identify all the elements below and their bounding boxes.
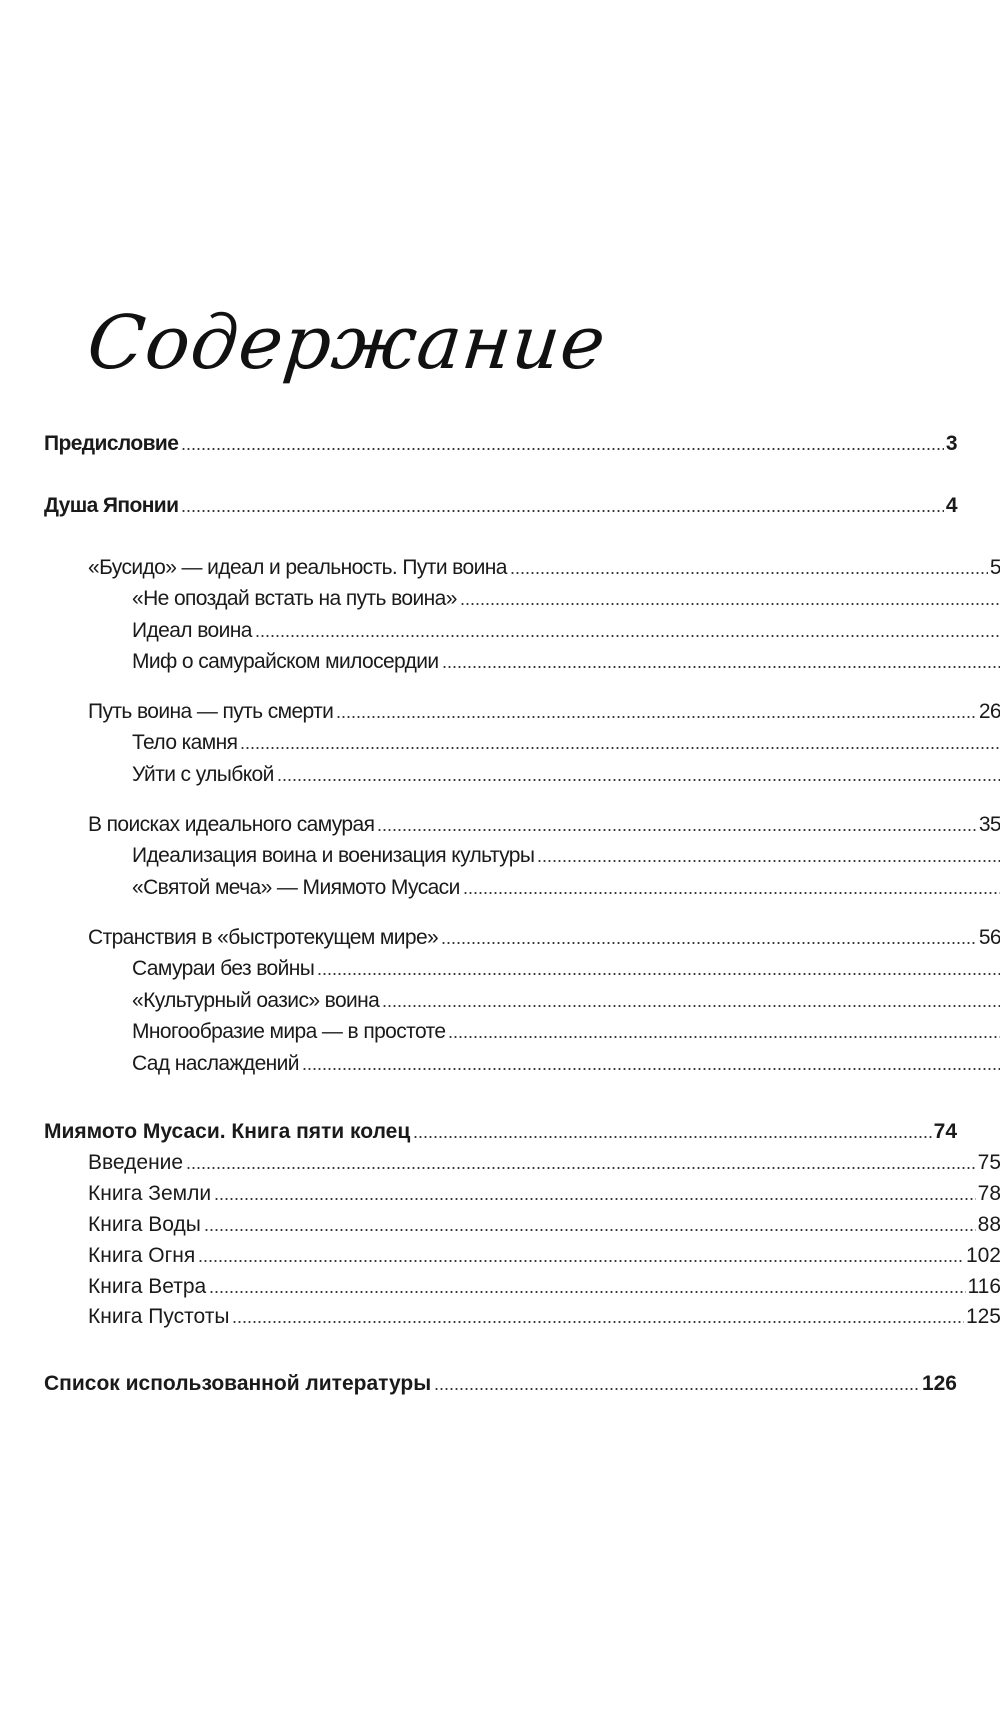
toc-entry-page: 116 <box>967 1275 1000 1298</box>
toc-entry-title: Книга Ветра <box>88 1275 207 1298</box>
toc-entry-page: 126 <box>921 1372 957 1395</box>
toc-entry-title: Список использованной литературы <box>44 1372 432 1395</box>
toc-entry-title: Книга Пустоты <box>88 1305 230 1328</box>
toc-entry-title: Путь воина — путь смерти <box>88 700 334 723</box>
dot-leader <box>301 1067 1000 1071</box>
dot-leader <box>317 972 1000 976</box>
toc-entry-title: Душа Японии <box>44 494 179 517</box>
dot-leader <box>203 1228 976 1232</box>
dot-leader <box>441 665 1000 669</box>
dot-leader <box>537 859 1000 863</box>
toc-entry[interactable]: Книга Ветра 116 <box>0 1270 1000 1300</box>
toc-entry[interactable]: «Святой меча» — Миямото Мусаси46 <box>0 871 1000 901</box>
toc-entry-title: Предисловие <box>44 432 179 455</box>
toc-entry-page: 56 <box>978 926 1000 949</box>
toc-entry-title: Сад наслаждений <box>132 1052 300 1075</box>
dot-leader <box>448 1035 1000 1039</box>
toc-entry-title: «Святой меча» — Миямото Мусаси <box>132 876 460 899</box>
toc-entry-page: 26 <box>978 700 1000 723</box>
toc-entry[interactable]: Предисловие 3 <box>0 427 958 457</box>
toc-entry-title: «Культурный оазис» воина <box>132 989 380 1012</box>
toc-entry-page: 75 <box>977 1151 1000 1174</box>
dot-leader <box>276 778 1000 782</box>
dot-leader <box>509 571 988 575</box>
toc-entry-page: 88 <box>977 1213 1000 1236</box>
dot-leader <box>181 447 944 451</box>
toc-entry[interactable]: Многообразие мира — в простоте64 <box>0 1015 1000 1045</box>
toc-entry-page: 3 <box>945 432 958 455</box>
toc-entry[interactable]: Книга Пустоты 125 <box>0 1300 1000 1330</box>
toc-entry[interactable]: Список использованной литературы 126 <box>0 1367 957 1397</box>
dot-leader <box>377 828 977 832</box>
dot-leader <box>462 891 1000 895</box>
toc-entry-title: Уйти с улыбкой <box>132 763 274 786</box>
dot-leader <box>209 1290 966 1294</box>
toc-entry-page: 4 <box>945 494 958 517</box>
dot-leader <box>441 941 977 945</box>
dot-leader <box>214 1197 976 1201</box>
dot-leader <box>382 1004 1000 1008</box>
toc-entry[interactable]: Душа Японии 4 <box>0 489 958 519</box>
toc-entry[interactable]: Книга Огня 102 <box>0 1239 1000 1269</box>
toc-entry-title: Странствия в «быстротекущем мире» <box>88 926 439 949</box>
toc-entry-title: Многообразие мира — в простоте <box>132 1020 446 1043</box>
toc-entry[interactable]: Введение 75 <box>0 1146 1000 1176</box>
toc-entry-title: «Бусидо» — идеал и реальность. Пути воин… <box>88 556 507 579</box>
toc-entry-title: Книга Воды <box>88 1213 201 1236</box>
toc-entry-title: Миф о самурайском милосердии <box>132 650 439 673</box>
toc-entry[interactable]: «Не опоздай встать на путь воина»5 <box>0 582 1000 612</box>
toc-entry[interactable]: Самураи без войны56 <box>0 952 1000 982</box>
toc-entry-title: Идеал воина <box>132 619 252 642</box>
toc-entry-title: Тело камня <box>132 731 238 754</box>
toc-entry-page: 78 <box>977 1182 1000 1205</box>
dot-leader <box>240 746 1000 750</box>
toc-entry-title: Идеализация воина и военизация культуры <box>132 844 535 867</box>
page-title: Содержание <box>83 300 611 386</box>
dot-leader <box>198 1259 964 1263</box>
dot-leader <box>434 1387 920 1391</box>
toc-entry-title: Введение <box>88 1151 184 1174</box>
toc-entry[interactable]: «Бусидо» — идеал и реальность. Пути воин… <box>0 551 1000 581</box>
dot-leader <box>254 634 1000 638</box>
dot-leader <box>336 715 977 719</box>
toc-entry[interactable]: Миф о самурайском милосердии17 <box>0 645 1000 675</box>
dot-leader <box>232 1320 964 1324</box>
toc-entry[interactable]: Сад наслаждений68 <box>0 1047 1000 1077</box>
toc-entry-title: Миямото Мусаси. Книга пяти колец <box>44 1120 411 1143</box>
dot-leader <box>186 1166 976 1170</box>
toc-entry[interactable]: Путь воина — путь смерти 26 <box>0 695 1000 725</box>
toc-entry[interactable]: В поисках идеального самурая 35 <box>0 808 1000 838</box>
toc-entry-page: 102 <box>965 1244 1000 1267</box>
toc-entry[interactable]: Уйти с улыбкой29 <box>0 758 1000 788</box>
toc-entry-title: «Не опоздай встать на путь воина» <box>132 587 457 610</box>
toc-entry-title: Самураи без войны <box>132 957 315 980</box>
toc-entry[interactable]: Книга Воды 88 <box>0 1208 1000 1238</box>
toc-entry[interactable]: Миямото Мусаси. Книга пяти колец 74 <box>0 1115 957 1145</box>
dot-leader <box>413 1135 932 1139</box>
toc-entry-page: 125 <box>965 1305 1000 1328</box>
toc-entry-title: Книга Земли <box>88 1182 212 1205</box>
toc-entry-page: 74 <box>933 1120 957 1143</box>
toc-entry[interactable]: Странствия в «быстротекущем мире» 56 <box>0 921 1000 951</box>
dot-leader <box>181 509 944 513</box>
toc-entry[interactable]: Тело камня26 <box>0 726 1000 756</box>
toc-entry-page: 5 <box>989 556 1000 579</box>
toc-entry[interactable]: Идеал воина9 <box>0 614 1000 644</box>
toc-entry-page: 35 <box>978 813 1000 836</box>
dot-leader <box>459 602 1000 606</box>
toc-entry[interactable]: Книга Земли 78 <box>0 1177 1000 1207</box>
toc-entry-title: В поисках идеального самурая <box>88 813 375 836</box>
toc-entry[interactable]: Идеализация воина и военизация культуры3… <box>0 839 1000 869</box>
toc-entry[interactable]: «Культурный оазис» воина60 <box>0 984 1000 1014</box>
toc-entry-title: Книга Огня <box>88 1244 196 1267</box>
